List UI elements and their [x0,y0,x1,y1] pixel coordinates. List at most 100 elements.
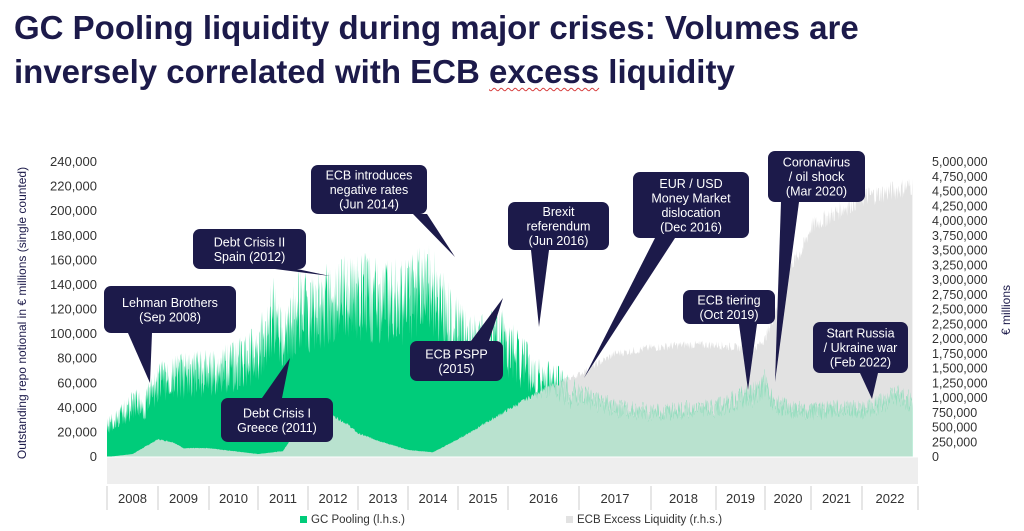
chart-title: GC Pooling liquidity during major crises… [14,6,1014,94]
x-tick-label: 2020 [774,491,803,506]
left-tick-label: 120,000 [50,302,97,317]
callout-text: (Jun 2014) [339,198,399,212]
legend-swatch [566,516,573,523]
x-tick-label: 2015 [469,491,498,506]
right-axis-ticks: 5,000,0004,750,0004,500,0004,250,0004,00… [932,155,988,464]
callout-box [410,341,503,381]
right-tick-label: 2,000,000 [932,332,988,346]
right-tick-label: 3,500,000 [932,244,988,258]
x-tick-label: 2013 [369,491,398,506]
x-tick-label: 2014 [419,491,448,506]
x-axis-band-layer [106,457,919,510]
callout-box [508,202,609,250]
callout-text: ECB tiering [697,293,760,307]
callout-text: / oil shock [789,170,845,184]
chart-legend: GC Pooling (l.h.s.) ECB Excess Liquidity … [300,514,722,526]
title-line-2-prefix: inversely correlated with ECB [14,53,490,90]
right-tick-label: 5,000,000 [932,155,988,169]
series-ecb-excess-liquidity [107,178,913,457]
left-axis-ticks: 240,000 220,000 200,000 180,000 160,000 140,0… [50,154,97,464]
callout-text: (Feb 2022) [830,356,891,370]
x-tick-label: 2021 [822,491,851,506]
x-tick-label: 2019 [726,491,755,506]
callout-text: Spain (2012) [214,250,286,264]
callout-box [813,322,908,373]
legend-swatch [300,516,307,523]
callout-pointer [775,202,799,382]
callout-pointer [128,333,152,383]
callout-pointer [531,250,549,327]
callout-box [311,165,427,214]
right-tick-label: 4,750,000 [932,170,988,184]
right-tick-label: 3,750,000 [932,229,988,243]
callout-text: Debt Crisis I [243,406,311,420]
left-tick-label: 100,000 [50,326,97,341]
title-line-2-underlined: excess [489,53,600,90]
left-tick-label: 60,000 [57,375,97,390]
title-line-2-suffix: liquidity [599,53,735,90]
callout-text: Lehman Brothers [122,296,218,310]
right-tick-label: 3,250,000 [932,258,988,272]
callout-text: Greece (2011) [237,421,317,435]
left-tick-label: 140,000 [50,277,97,292]
callout-text: ECB introduces [326,169,413,183]
right-tick-label: 500,000 [932,421,977,435]
right-tick-label: 4,500,000 [932,185,988,199]
left-tick-label: 220,000 [50,179,97,194]
left-tick-label: 40,000 [57,400,97,415]
annotation-callout: Lehman Brothers(Sep 2008) [104,286,236,383]
legend-item: GC Pooling (l.h.s.) [300,514,405,526]
callout-pointer [471,298,503,341]
x-tick-label: 2008 [118,491,147,506]
right-tick-label: 1,750,000 [932,347,988,361]
callout-pointer [262,358,290,398]
right-axis-title: € millions [999,285,1013,335]
annotation-layer: Lehman Brothers(Sep 2008)Debt Crisis IIS… [104,151,908,442]
right-tick-label: 1,500,000 [932,362,988,376]
annotation-callout: ECB tiering(Oct 2019) [683,290,775,390]
x-tick-label: 2016 [529,491,558,506]
left-tick-label: 160,000 [50,252,97,267]
right-tick-label: 0 [932,450,939,464]
callout-pointer [584,238,675,378]
x-tick-label: 2022 [876,491,905,506]
right-tick-label: 750,000 [932,406,977,420]
right-tick-label: 2,750,000 [932,288,988,302]
callout-pointer [860,373,878,399]
callout-text: Start Russia [826,327,894,341]
left-tick-label: 200,000 [50,203,97,218]
annotation-callout: Start Russia/ Ukraine war(Feb 2022) [813,322,908,399]
x-tick-label: 2010 [219,491,248,506]
x-axis-labels: 2008 2009 2010 2011 2012 2013 2014 2015 2016 2017… [118,491,904,506]
left-tick-label: 240,000 [50,154,97,169]
title-line-1: GC Pooling liquidity during major crises… [14,9,859,46]
callout-text: Debt Crisis II [214,235,286,249]
callout-box [633,172,749,238]
left-tick-label: 80,000 [57,351,97,366]
callout-box [768,151,865,202]
annotation-callout: Coronavirus/ oil shock(Mar 2020) [768,151,865,382]
right-tick-label: 1,000,000 [932,391,988,405]
legend-label: ECB Excess Liquidity (r.h.s.) [577,514,722,526]
right-tick-label: 4,250,000 [932,199,988,213]
x-tick-label: 2018 [669,491,698,506]
negative-band [107,457,918,484]
callout-text: (Dec 2016) [660,220,722,234]
x-tick-label: 2009 [169,491,198,506]
callout-text: referendum [527,220,591,234]
x-tick-label: 2011 [269,491,297,506]
callout-box [683,290,775,324]
callout-text: ECB PSPP [425,347,488,361]
left-tick-label: 180,000 [50,228,97,243]
right-tick-label: 3,000,000 [932,273,988,287]
callout-box [193,229,306,269]
callout-text: Coronavirus [783,156,850,170]
callout-box [104,286,236,333]
callout-text: / Ukraine war [824,341,898,355]
callout-text: (Sep 2008) [139,310,201,324]
right-tick-label: 4,000,000 [932,214,988,228]
x-tick-label: 2012 [319,491,348,506]
